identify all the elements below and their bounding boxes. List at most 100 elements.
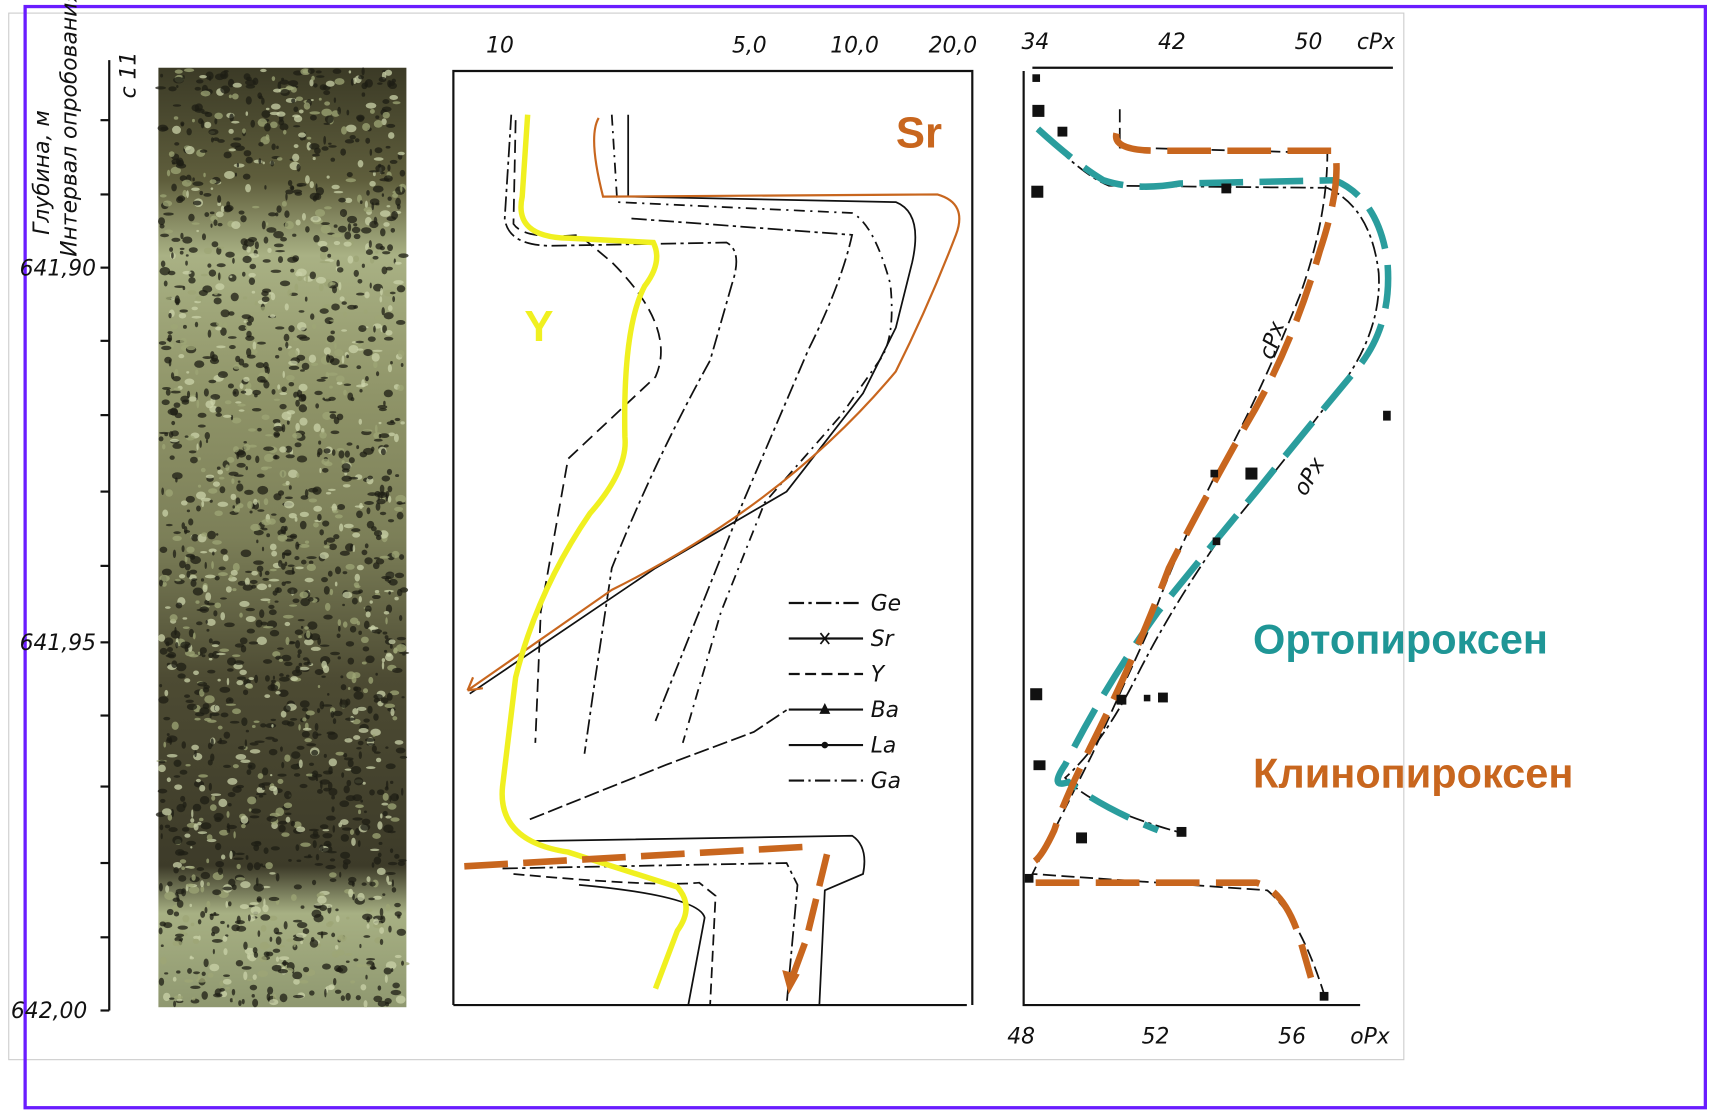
core-grain [246, 855, 249, 860]
core-grain [317, 932, 328, 936]
core-grain [182, 75, 184, 79]
core-grain [228, 336, 237, 339]
core-grain [176, 602, 183, 608]
core-grain [392, 983, 400, 989]
core-grain [364, 1000, 368, 1008]
core-grain [341, 684, 347, 690]
core-grain [215, 843, 221, 850]
core-grain [246, 157, 253, 164]
core-grain [244, 73, 251, 80]
legend-label: Ga [871, 769, 901, 794]
core-grain [326, 354, 330, 363]
core-grain [262, 221, 266, 230]
core-grain [299, 110, 304, 114]
core-grain [207, 670, 215, 674]
core-grain [296, 355, 305, 361]
core-grain [238, 746, 246, 750]
core-grain [379, 296, 382, 302]
core-grain [271, 270, 282, 273]
core-grain [201, 991, 207, 1000]
core-grain [297, 456, 307, 463]
core-grain [275, 945, 285, 948]
core-grain [233, 83, 242, 88]
core-grain [169, 151, 175, 157]
core-grain [217, 263, 226, 267]
core-grain [334, 224, 338, 228]
core-grain [399, 962, 410, 966]
core-grain [317, 896, 327, 904]
core-grain [293, 979, 300, 985]
core-grain [335, 582, 338, 587]
core-grain [379, 433, 389, 438]
core-grain [279, 659, 283, 662]
core-grain [184, 833, 190, 837]
core-grain [218, 272, 221, 280]
core-grain [199, 440, 202, 448]
core-grain [232, 588, 236, 591]
core-grain [321, 109, 332, 117]
core-grain [236, 451, 246, 458]
core-grain [193, 670, 199, 675]
core-grain [366, 916, 370, 922]
core-grain [242, 272, 246, 277]
core-grain [337, 267, 344, 273]
core-grain [383, 222, 389, 227]
core-grain [267, 987, 273, 995]
core-grain [177, 900, 184, 908]
core-grain [313, 506, 322, 512]
core-grain [324, 989, 326, 998]
core-grain [233, 364, 241, 369]
core-grain [210, 394, 220, 400]
core-grain [292, 115, 300, 118]
core-grain [204, 388, 209, 396]
core-grain [195, 103, 203, 111]
core-grain [287, 417, 290, 421]
core-grain [365, 376, 369, 381]
core-grain [310, 193, 320, 200]
core-grain [385, 816, 391, 819]
core-grain [218, 371, 228, 378]
core-grain [333, 711, 343, 716]
core-grain [231, 293, 239, 302]
core-grain [232, 989, 235, 996]
core-grain [213, 949, 215, 954]
core-grain [354, 234, 361, 239]
core-grain [398, 152, 405, 156]
core-grain [309, 990, 314, 995]
core-grain [237, 676, 246, 680]
core-grain [365, 975, 367, 980]
core-grain [209, 638, 213, 643]
core-grain [374, 439, 383, 442]
core-grain [244, 150, 252, 156]
core-grain [373, 326, 376, 333]
core-grain [197, 682, 207, 687]
core-grain [191, 316, 201, 319]
core-grain [199, 290, 208, 296]
core-grain [382, 106, 392, 111]
core-grain [357, 707, 367, 711]
core-grain [368, 898, 375, 901]
core-grain [325, 603, 330, 611]
core-grain [175, 642, 178, 648]
core-grain [204, 718, 211, 721]
core-grain [186, 254, 189, 256]
core-grain [335, 990, 341, 994]
core-grain [247, 501, 253, 509]
core-grain [175, 477, 177, 482]
core-grain [208, 653, 213, 658]
core-grain [338, 935, 347, 942]
core-grain [173, 550, 176, 559]
core-grain [386, 205, 390, 207]
core-grain [307, 659, 310, 664]
core-grain [194, 718, 200, 721]
core-grain [166, 641, 170, 646]
core-grain [361, 964, 371, 967]
core-grain [190, 846, 192, 848]
core-grain [254, 720, 260, 722]
core-grain [213, 219, 217, 226]
core-grain [189, 450, 197, 453]
core-grain [261, 98, 265, 105]
core-grain [334, 349, 343, 356]
core-grain [220, 71, 228, 79]
core-grain [400, 587, 408, 592]
